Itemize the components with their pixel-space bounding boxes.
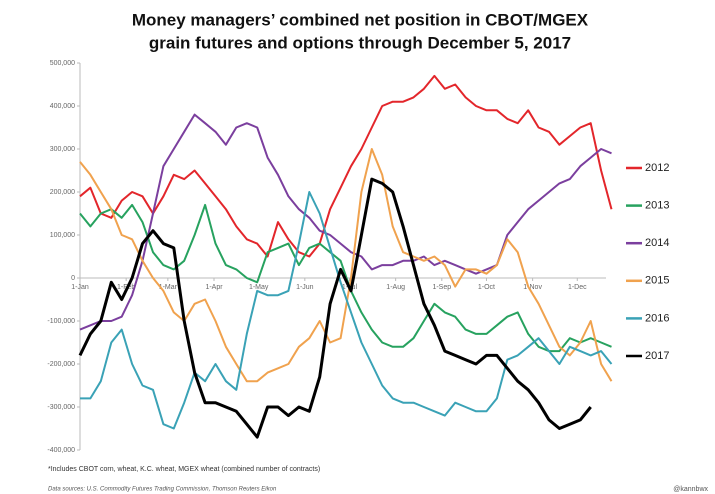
legend-label: 2014	[645, 237, 669, 249]
legend-label: 2017	[645, 350, 669, 362]
series-line	[79, 113, 612, 331]
y-tick-label: 200,000	[50, 189, 75, 196]
x-tick-label: 1-Mar	[159, 284, 178, 291]
y-tick-label: -300,000	[47, 404, 75, 411]
y-tick-label: 400,000	[50, 103, 75, 110]
legend-label: 2015	[645, 275, 669, 287]
series-line	[79, 74, 613, 258]
legend-label: 2013	[645, 200, 669, 212]
legend-label: 2012	[645, 162, 669, 174]
y-tick-label: -200,000	[47, 361, 75, 368]
y-tick-label: 100,000	[50, 232, 75, 239]
x-tick-label: 1-Apr	[205, 284, 223, 291]
source: Data sources: U.S. Commodity Futures Tra…	[48, 487, 277, 493]
x-tick-label: 1-Sep	[432, 284, 451, 291]
x-tick-label: 1-Aug	[386, 284, 405, 291]
legend-label: 2016	[645, 312, 669, 324]
x-tick-label: 1-Oct	[478, 284, 495, 291]
series-line	[79, 203, 612, 353]
chart-title: grain futures and options through Decemb…	[149, 33, 571, 52]
y-tick-label: 0	[71, 275, 75, 282]
y-tick-label: 500,000	[50, 60, 75, 67]
x-tick-label: 1-Jun	[296, 284, 314, 291]
y-tick-label: -400,000	[47, 447, 75, 454]
series-line	[80, 191, 613, 430]
x-tick-label: 1-Jan	[71, 284, 89, 291]
series-line	[79, 148, 613, 383]
x-tick-label: 1-May	[249, 284, 269, 291]
footnote: *Includes CBOT corn, wheat, K.C. wheat, …	[48, 466, 320, 473]
chart-title: Money managers’ combined net position in…	[132, 10, 589, 29]
x-tick-label: 1-Nov	[523, 284, 542, 291]
series-line	[78, 177, 592, 439]
y-tick-label: -100,000	[47, 318, 75, 325]
x-tick-label: 1-Dec	[568, 284, 587, 291]
credit: @kannbwx	[673, 486, 708, 493]
y-tick-label: 300,000	[50, 146, 75, 153]
